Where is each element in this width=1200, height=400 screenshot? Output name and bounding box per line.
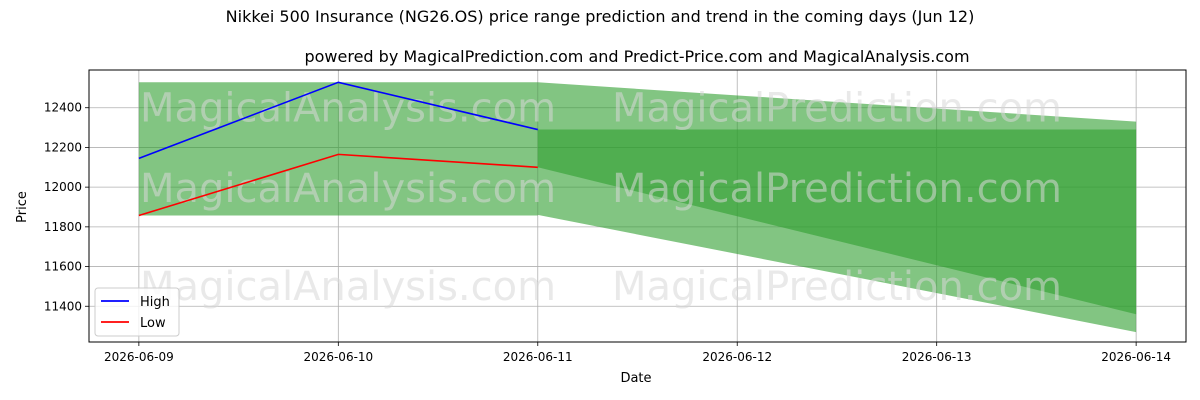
y-tick-label: 12400: [44, 101, 82, 115]
legend-label-high: High: [140, 295, 170, 310]
watermark-text: MagicalAnalysis.com: [140, 264, 556, 310]
y-axis-ticks: 11400 11600 11800 12000 12200 12400: [44, 101, 89, 313]
y-axis-label: Price: [15, 191, 30, 223]
y-tick-label: 11400: [44, 299, 82, 313]
y-tick-label: 11600: [44, 260, 82, 274]
watermark-text: MagicalAnalysis.com: [140, 86, 556, 132]
series-line-low: [138, 153, 538, 217]
prediction-band: [537, 129, 1137, 315]
x-tick-label: 2026-06-11: [503, 350, 573, 364]
series-line-high: [138, 81, 538, 160]
y-tick-label: 12000: [44, 180, 82, 194]
y-tick-label: 11800: [44, 220, 82, 234]
legend-box: [94, 287, 180, 337]
prediction-bands: [138, 82, 1137, 333]
x-tick-label: 2026-06-12: [702, 350, 772, 364]
x-axis-ticks: 2026-06-09 2026-06-10 2026-06-11 2026-06-12…: [104, 342, 1171, 364]
plot-frame: [88, 69, 1187, 343]
chart-subtitle: powered by MagicalPrediction.com and Pre…: [304, 47, 969, 66]
watermarks: MagicalAnalysis.com MagicalPrediction.com…: [140, 86, 1062, 310]
y-tick-label: 12200: [44, 140, 82, 154]
x-tick-label: 2026-06-14: [1101, 350, 1171, 364]
x-tick-label: 2026-06-10: [303, 350, 373, 364]
x-tick-label: 2026-06-09: [104, 350, 174, 364]
x-tick-label: 2026-06-13: [902, 350, 972, 364]
series-lines: [138, 81, 538, 217]
watermark-text: MagicalAnalysis.com: [140, 166, 556, 212]
x-axis-label: Date: [620, 371, 651, 386]
watermark-text: MagicalPrediction.com: [612, 166, 1062, 212]
prediction-band: [138, 82, 538, 216]
watermark-text: MagicalPrediction.com: [612, 264, 1062, 310]
legend-label-low: Low: [140, 316, 166, 331]
legend: High Low: [94, 287, 180, 337]
chart-title: Nikkei 500 Insurance (NG26.OS) price ran…: [226, 7, 975, 26]
watermark-text: MagicalPrediction.com: [612, 86, 1062, 132]
plot-area: MagicalAnalysis.com MagicalPrediction.com…: [88, 69, 1187, 343]
